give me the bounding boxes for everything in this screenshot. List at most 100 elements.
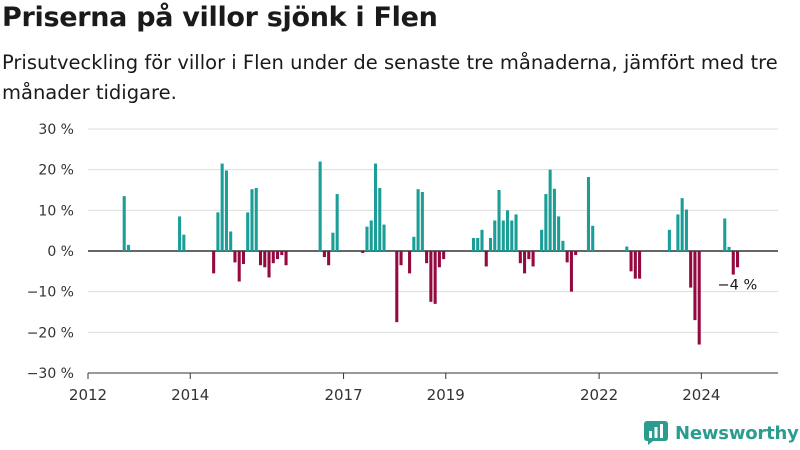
- bar: [471, 237, 475, 251]
- bar: [676, 214, 680, 251]
- bar: [727, 246, 731, 251]
- bar: [378, 187, 382, 251]
- bar: [331, 232, 335, 251]
- bar: [276, 251, 280, 260]
- y-tick-label: 30 %: [38, 122, 74, 138]
- bar: [322, 251, 326, 258]
- bar: [557, 216, 561, 251]
- bar: [544, 194, 548, 251]
- bar: [361, 251, 365, 254]
- bar: [625, 246, 629, 251]
- bar: [476, 237, 480, 251]
- bar: [408, 251, 412, 274]
- bar: [638, 251, 642, 279]
- bar: [527, 251, 531, 260]
- bar: [335, 194, 339, 251]
- bar: [629, 251, 633, 272]
- bar: [420, 192, 424, 251]
- bar: [591, 225, 595, 251]
- bar: [280, 251, 284, 256]
- bar: [633, 251, 637, 279]
- bar: [365, 226, 369, 251]
- bar: [493, 220, 497, 251]
- bar: [382, 224, 386, 251]
- x-tick-label: 2012: [69, 386, 107, 404]
- y-tick-label: −30 %: [27, 366, 74, 382]
- bar: [697, 251, 701, 345]
- x-tick-label: 2024: [682, 386, 720, 404]
- x-axis: 2012 2014 2017 2019 2022 2024: [69, 372, 778, 404]
- bar: [565, 251, 569, 263]
- newsworthy-logo-icon: [644, 421, 668, 445]
- y-tick-label: 10 %: [38, 203, 74, 219]
- bar: [586, 176, 590, 251]
- bar: [693, 251, 697, 321]
- bar: [412, 236, 416, 251]
- bar: [241, 251, 245, 265]
- y-tick-label: 20 %: [38, 163, 74, 179]
- x-tick-label: 2022: [580, 386, 618, 404]
- bar: [425, 251, 429, 264]
- bar: [246, 212, 250, 251]
- bar: [548, 169, 552, 251]
- chart-title: Priserna på villor sjönk i Flen: [2, 2, 438, 33]
- bar: [731, 251, 735, 275]
- bar: [327, 251, 331, 266]
- bars: [122, 161, 740, 345]
- annotations: −4 %: [718, 277, 758, 293]
- bar: [736, 251, 740, 268]
- bar: [182, 234, 186, 251]
- bar: [258, 251, 263, 266]
- bar: [510, 220, 514, 251]
- bar: [126, 244, 130, 251]
- last-value-annotation: −4 %: [718, 277, 758, 293]
- bar: [723, 218, 727, 251]
- bar: [399, 251, 403, 266]
- gridlines: [88, 128, 778, 374]
- bar: [518, 251, 522, 264]
- bar: [501, 220, 505, 251]
- bar: [667, 229, 671, 251]
- bar: [284, 251, 288, 266]
- bar: [271, 251, 275, 264]
- bar: [416, 189, 420, 251]
- bar: [561, 240, 565, 251]
- bar: [220, 163, 224, 251]
- bar: [122, 196, 126, 251]
- y-tick-label: 0 %: [47, 244, 74, 260]
- x-tick-label: 2017: [324, 386, 362, 404]
- y-tick-label: −10 %: [27, 285, 74, 301]
- y-axis: 30 % 20 % 10 % 0 % −10 % −20 % −30 %: [27, 122, 74, 382]
- bar: [484, 251, 488, 267]
- bar: [684, 209, 688, 251]
- bar: [514, 214, 518, 251]
- bar: [216, 212, 220, 251]
- bar: [506, 210, 510, 251]
- bar: [531, 251, 535, 267]
- bar: [437, 251, 441, 268]
- bar: [369, 220, 373, 251]
- bar: [318, 161, 322, 251]
- bar: [574, 251, 578, 256]
- bar: [442, 251, 446, 260]
- bar: [224, 170, 228, 251]
- x-tick-label: 2019: [427, 386, 465, 404]
- bar: [233, 251, 237, 263]
- bar: [395, 251, 399, 323]
- brand-name: Newsworthy: [675, 422, 799, 444]
- bar: [680, 198, 684, 251]
- bar: [523, 251, 527, 274]
- bar: [488, 237, 493, 251]
- bar: [497, 190, 501, 251]
- bar: [263, 251, 267, 268]
- x-tick-label: 2014: [171, 386, 209, 404]
- bar: [254, 187, 258, 251]
- bar: [178, 216, 182, 251]
- bar: [237, 251, 241, 282]
- bar: [540, 229, 544, 251]
- bar: [433, 251, 437, 304]
- bar: [480, 229, 484, 251]
- chart-subtitle: Prisutveckling för villor i Flen under d…: [2, 51, 778, 104]
- y-tick-label: −20 %: [27, 325, 74, 341]
